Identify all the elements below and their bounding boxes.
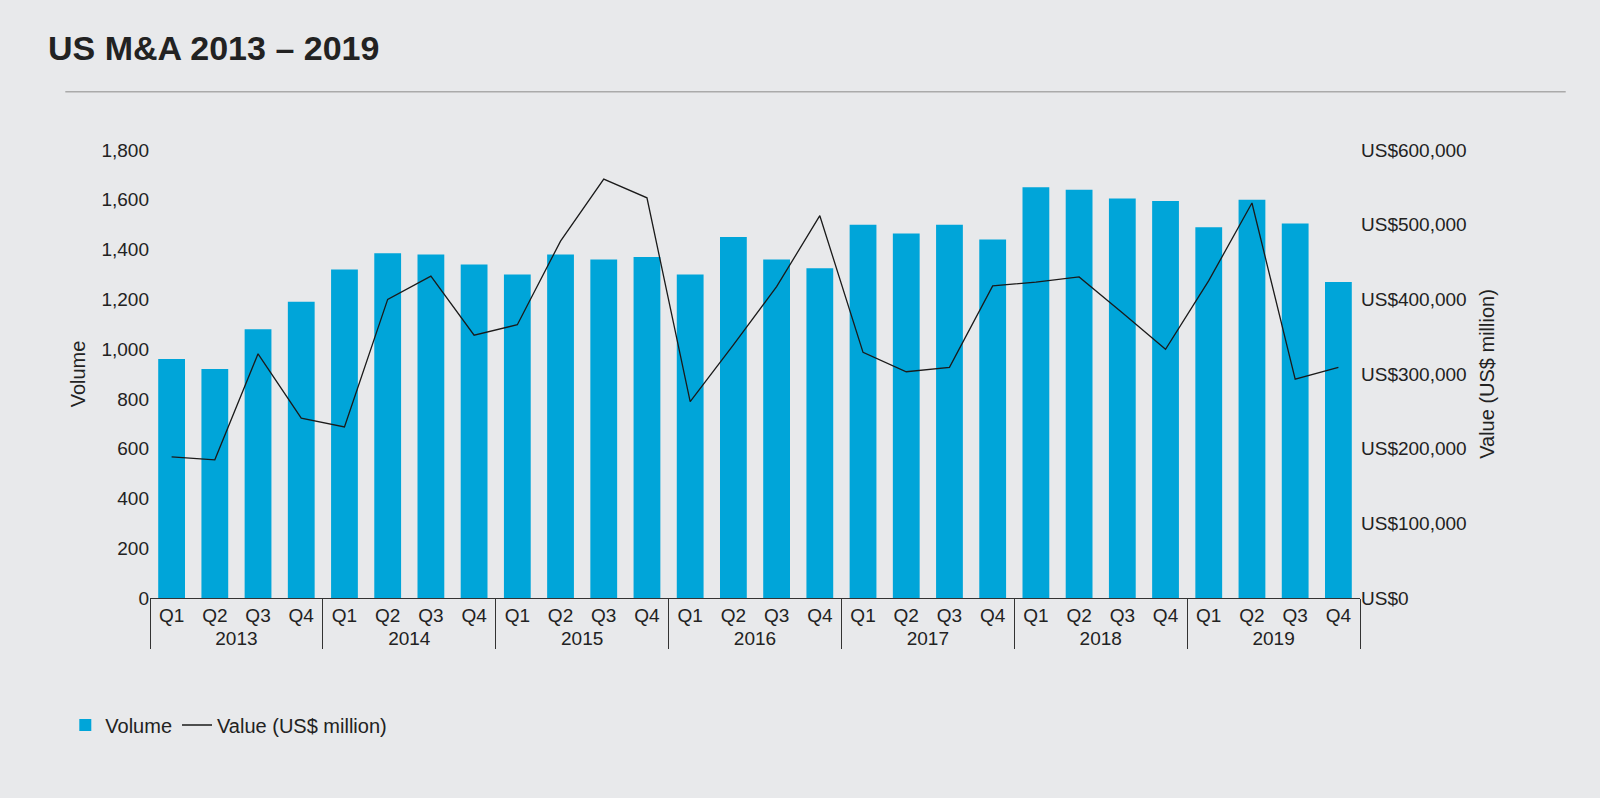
svg-text:Q3: Q3 — [245, 605, 270, 626]
svg-text:1,200: 1,200 — [101, 289, 149, 310]
svg-text:Q3: Q3 — [937, 605, 962, 626]
svg-text:Q4: Q4 — [980, 605, 1006, 626]
svg-text:200: 200 — [117, 538, 149, 559]
svg-text:Volume: Volume — [105, 715, 172, 737]
svg-text:Q2: Q2 — [202, 605, 227, 626]
svg-text:Q2: Q2 — [721, 605, 746, 626]
svg-text:Value (US$ million): Value (US$ million) — [217, 715, 387, 737]
svg-text:400: 400 — [117, 488, 149, 509]
svg-text:Q1: Q1 — [332, 605, 357, 626]
svg-text:2019: 2019 — [1252, 628, 1294, 649]
svg-text:Q4: Q4 — [634, 605, 660, 626]
svg-text:US$100,000: US$100,000 — [1361, 513, 1467, 534]
svg-text:2015: 2015 — [561, 628, 603, 649]
svg-text:Q3: Q3 — [1110, 605, 1135, 626]
svg-text:Q3: Q3 — [418, 605, 443, 626]
svg-text:Q2: Q2 — [375, 605, 400, 626]
svg-text:Q4: Q4 — [461, 605, 487, 626]
svg-text:Q4: Q4 — [289, 605, 315, 626]
svg-text:1,600: 1,600 — [101, 189, 149, 210]
svg-text:Q1: Q1 — [1196, 605, 1221, 626]
svg-text:600: 600 — [117, 438, 149, 459]
svg-text:Q3: Q3 — [1283, 605, 1308, 626]
svg-text:2018: 2018 — [1080, 628, 1122, 649]
svg-text:1,000: 1,000 — [101, 339, 149, 360]
svg-text:Q1: Q1 — [1023, 605, 1048, 626]
svg-text:2016: 2016 — [734, 628, 776, 649]
svg-text:Q4: Q4 — [1153, 605, 1179, 626]
svg-text:2017: 2017 — [907, 628, 949, 649]
svg-text:800: 800 — [117, 389, 149, 410]
svg-text:Q2: Q2 — [548, 605, 573, 626]
svg-text:Q3: Q3 — [591, 605, 616, 626]
svg-text:1,800: 1,800 — [101, 140, 149, 161]
svg-text:Q4: Q4 — [1326, 605, 1352, 626]
svg-text:Q1: Q1 — [678, 605, 703, 626]
svg-text:US M&A 2013 – 2019: US M&A 2013 – 2019 — [48, 29, 379, 67]
svg-text:Q2: Q2 — [1239, 605, 1264, 626]
svg-text:Volume: Volume — [67, 341, 89, 408]
svg-text:1,400: 1,400 — [101, 239, 149, 260]
svg-text:Q3: Q3 — [764, 605, 789, 626]
svg-text:US$500,000: US$500,000 — [1361, 214, 1467, 235]
svg-text:US$200,000: US$200,000 — [1361, 438, 1467, 459]
svg-text:2013: 2013 — [215, 628, 257, 649]
svg-text:US$400,000: US$400,000 — [1361, 289, 1467, 310]
svg-text:Q4: Q4 — [807, 605, 833, 626]
svg-text:Q1: Q1 — [850, 605, 875, 626]
svg-text:Q1: Q1 — [159, 605, 184, 626]
svg-text:Q2: Q2 — [1066, 605, 1091, 626]
svg-text:US$300,000: US$300,000 — [1361, 364, 1467, 385]
svg-text:2014: 2014 — [388, 628, 431, 649]
svg-text:Q1: Q1 — [505, 605, 530, 626]
svg-text:Q2: Q2 — [894, 605, 919, 626]
svg-text:US$0: US$0 — [1361, 588, 1409, 609]
svg-text:US$600,000: US$600,000 — [1361, 140, 1467, 161]
svg-text:0: 0 — [138, 588, 149, 609]
svg-text:Value (US$ million): Value (US$ million) — [1476, 289, 1498, 459]
